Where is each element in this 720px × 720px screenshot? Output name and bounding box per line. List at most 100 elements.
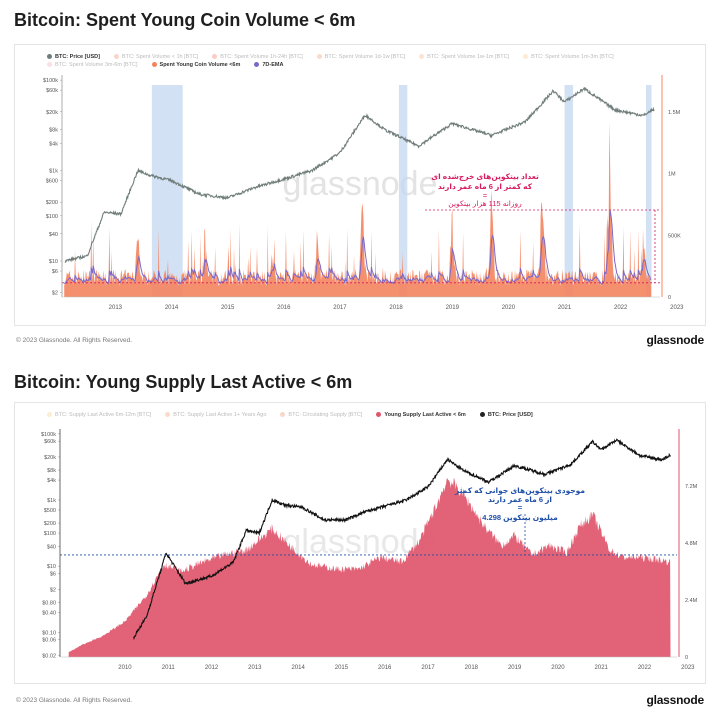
c1-legend-item-7[interactable]: Spent Young Coin Volume <6m — [151, 61, 241, 69]
legend-dot-icon — [212, 54, 218, 60]
x-tick-label: 2018 — [389, 305, 403, 311]
chart-title-1: Bitcoin: Spent Young Coin Volume < 6m — [14, 10, 356, 30]
annotation-line-3: 4.298 میلیون بیتکوین — [482, 513, 558, 522]
legend-dot-icon — [376, 412, 382, 418]
y-left-tick-label: $200 — [44, 521, 56, 527]
y-left-tick-label: $0.80 — [42, 600, 56, 606]
y-left-tick-label: $4k — [47, 478, 56, 484]
x-tick-label: 2017 — [333, 305, 347, 311]
c2-legend-item-0[interactable]: BTC: Supply Last Active 6m-12m [BTC] — [47, 411, 151, 419]
x-tick-label: 2012 — [205, 665, 219, 671]
c1-legend-item-2[interactable]: BTC: Spent Volume 1h-24h [BTC] — [212, 53, 303, 61]
x-tick-label: 2016 — [378, 665, 392, 671]
x-tick-label: 2014 — [165, 305, 179, 311]
y-left-tick-label: $20k — [44, 455, 56, 461]
c1-legend-item-4[interactable]: BTC: Spent Volume 1w-1m [BTC] — [419, 53, 509, 61]
legend-label: BTC: Price [USD] — [487, 412, 533, 418]
y-left-tick-label: $2 — [52, 291, 58, 297]
copyright-text-2: © 2023 Glassnode. All Rights Reserved. — [16, 697, 133, 704]
legend-label: BTC: Spent Volume 1w-1m [BTC] — [427, 54, 510, 60]
y-left-tick-label: $100 — [44, 531, 56, 537]
x-tick-label: 2020 — [502, 305, 516, 311]
legend-label: BTC: Spent Volume 1h-24h [BTC] — [220, 54, 303, 60]
legend-label: BTC: Spent Volume < 1h [BTC] — [121, 54, 199, 60]
legend-1: BTC: Price [USD] BTC: Spent Volume < 1h [… — [47, 53, 685, 69]
c1-legend-item-6[interactable]: BTC: Spent Volume 3m-6m [BTC] — [47, 61, 138, 69]
legend-dot-icon — [419, 54, 425, 60]
legend-label: BTC: Spent Volume 3m-6m [BTC] — [55, 62, 138, 68]
c1-legend-item-3[interactable]: BTC: Spent Volume 1d-1w [BTC] — [316, 53, 406, 61]
y-left-tick-label: $40 — [49, 232, 58, 238]
y-left-tick-label: $10 — [47, 564, 56, 570]
x-tick-label: 2011 — [162, 665, 176, 671]
y-left-tick-label: $6 — [50, 572, 56, 578]
y-right-tick-label: 1M — [668, 172, 676, 178]
legend-label: BTC: Circulating Supply [BTC] — [288, 412, 363, 418]
y-left-tick-label: $6 — [52, 269, 58, 275]
y-left-tick-label: $4k — [49, 141, 58, 147]
x-tick-label: 2019 — [446, 305, 460, 311]
highlight-range-2 — [564, 85, 573, 297]
c1-legend-item-0[interactable]: BTC: Price [USD] — [47, 53, 100, 61]
x-tick-label: 2016 — [277, 305, 291, 311]
glassnode-logo-1: glassnode — [646, 333, 704, 347]
annotation-line-2: = — [483, 191, 488, 200]
y-left-tick-label: $200 — [46, 200, 58, 206]
legend-label: Young Supply Last Active < 6m — [384, 412, 466, 418]
y-right-tick-label: 2.4M — [685, 598, 698, 604]
legend-label: BTC: Supply Last Active 6m-12m [BTC] — [55, 412, 152, 418]
legend-dot-icon — [151, 62, 157, 68]
legend-dot-icon — [479, 412, 485, 418]
c1-legend-item-5[interactable]: BTC: Spent Volume 1m-3m [BTC] — [523, 53, 614, 61]
c1-legend-item-8[interactable]: 7D-EMA — [254, 61, 283, 69]
c2-legend-item-4[interactable]: BTC: Price [USD] — [479, 411, 533, 419]
y-left-tick-label: $0.10 — [42, 630, 56, 636]
legend-dot-icon — [165, 412, 171, 418]
y-left-tick-label: $100k — [43, 78, 58, 84]
legend-label: Spent Young Coin Volume <6m — [159, 62, 241, 68]
annotation-line-3: روزانه 115 هزار بیتکوین — [448, 199, 522, 208]
legend-dot-icon — [254, 62, 260, 68]
chart-panel-2: BTC: Supply Last Active 6m-12m [BTC] BTC:… — [14, 402, 706, 684]
y-left-tick-label: $40 — [47, 544, 56, 550]
x-tick-label: 2019 — [508, 665, 522, 671]
x-tick-label: 2014 — [291, 665, 305, 671]
highlight-range-1 — [398, 85, 408, 297]
y-right-tick-label: 7.2M — [685, 484, 698, 490]
x-tick-label: 2023 — [670, 305, 684, 311]
legend-label: BTC: Spent Volume 1d-1w [BTC] — [324, 54, 406, 60]
legend-dot-icon — [47, 412, 52, 418]
y-left-tick-label: $100k — [41, 432, 56, 438]
copyright-text-1: © 2023 Glassnode. All Rights Reserved. — [16, 337, 133, 344]
x-tick-label: 2013 — [248, 665, 262, 671]
x-tick-label: 2022 — [638, 665, 652, 671]
y-left-tick-label: $8k — [47, 468, 56, 474]
legend-dot-icon — [280, 412, 286, 418]
y-left-tick-label: $2 — [50, 587, 56, 593]
price-line — [64, 86, 655, 263]
chart-title-2: Bitcoin: Young Supply Last Active < 6m — [14, 372, 353, 392]
annotation-line-0: موجودی بیتکوین‌های جوانی که کمتر — [454, 486, 585, 495]
annotation-line-1: که کمتر از 6 ماه عمر دارند — [438, 182, 533, 191]
watermark-text: glassnode — [282, 165, 437, 203]
c1-legend-item-1[interactable]: BTC: Spent Volume < 1h [BTC] — [113, 53, 199, 61]
legend-label: 7D-EMA — [262, 62, 284, 68]
legend-dot-icon — [47, 54, 52, 60]
ema-line — [63, 210, 652, 286]
x-tick-label: 2015 — [335, 665, 349, 671]
c2-legend-item-1[interactable]: BTC: Supply Last Active 1+ Years Ago — [165, 411, 266, 419]
x-tick-label: 2023 — [681, 665, 695, 671]
c2-legend-item-3[interactable]: Young Supply Last Active < 6m — [376, 411, 466, 419]
annotation-line-1: از 6 ماه عمر دارند — [488, 495, 552, 504]
y-left-tick-label: $100 — [46, 214, 58, 220]
legend-label: BTC: Supply Last Active 1+ Years Ago — [173, 412, 267, 418]
c2-legend-item-2[interactable]: BTC: Circulating Supply [BTC] — [280, 411, 362, 419]
highlight-range-3 — [645, 85, 652, 297]
y-right-tick-label: 0 — [668, 295, 671, 301]
y-left-tick-label: $0.02 — [42, 653, 56, 659]
legend-label: BTC: Price [USD] — [55, 54, 100, 60]
legend-label: BTC: Spent Volume 1m-3m [BTC] — [531, 54, 614, 60]
x-tick-label: 2013 — [109, 305, 123, 311]
